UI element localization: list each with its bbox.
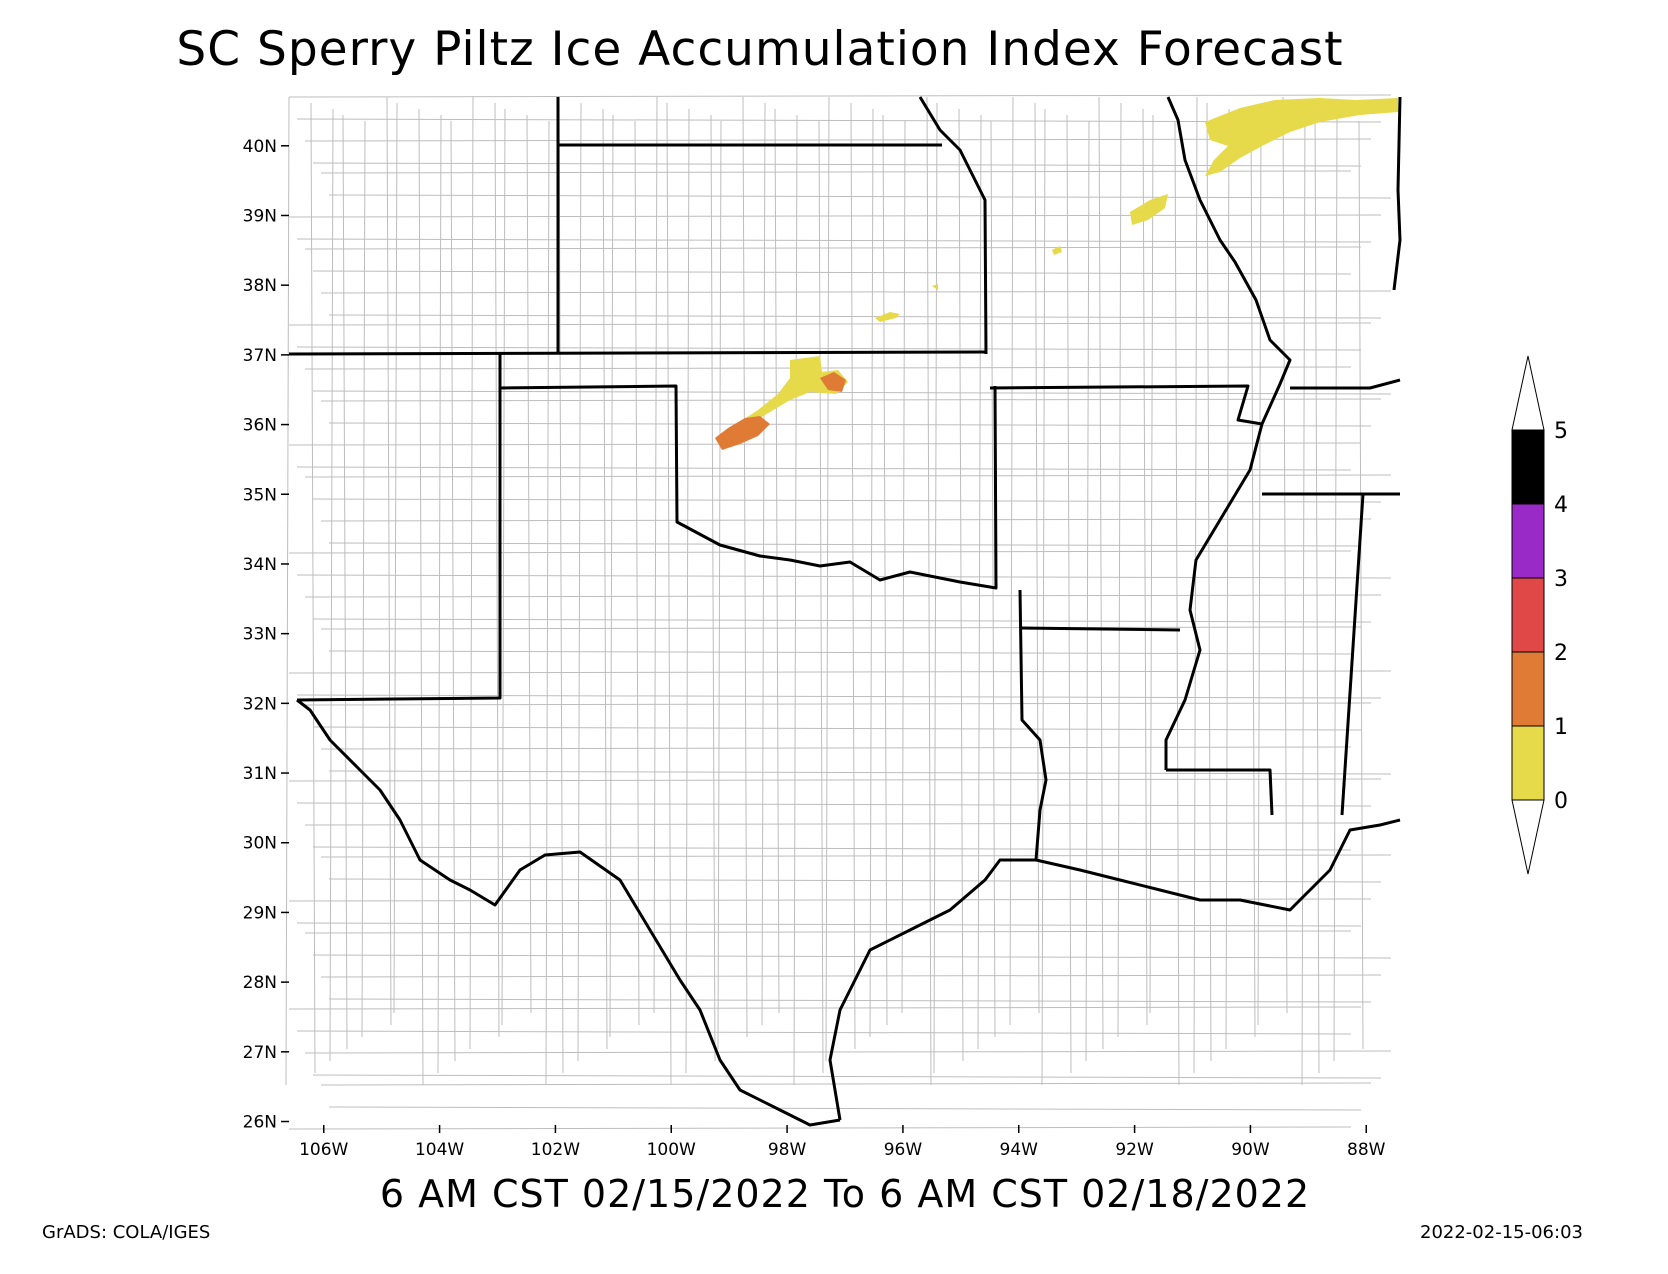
lat-tick-label: 37N — [243, 346, 277, 366]
ice-area-illinois — [1205, 98, 1398, 176]
lon-tick-label: 90W — [1231, 1140, 1270, 1160]
colorbar: 0 1 2 3 4 5 — [1511, 355, 1568, 875]
ice-area-kansas-speck2 — [932, 284, 938, 290]
ice-area-missouri — [1130, 194, 1168, 225]
state-borders — [288, 96, 1402, 1127]
colorbar-segment — [1511, 577, 1545, 653]
colorbar-label: 2 — [1554, 641, 1568, 666]
ice-accumulation-areas — [715, 98, 1398, 450]
border-ms-al — [1340, 493, 1365, 816]
lon-tick-label: 104W — [415, 1140, 464, 1160]
lat-tick-label: 32N — [243, 694, 277, 714]
border-ks-mo — [918, 96, 988, 355]
lon-tick-label: 94W — [1000, 1140, 1039, 1160]
border-ok-panhandle — [499, 384, 998, 590]
lat-tick-label: 39N — [243, 206, 277, 226]
valid-period: 6 AM CST 02/15/2022 To 6 AM CST 02/18/20… — [379, 1172, 1311, 1216]
colorbar-label: 5 — [1554, 419, 1568, 444]
lon-tick-label: 100W — [647, 1140, 696, 1160]
lat-tick-label: 34N — [243, 555, 277, 575]
lon-tick-label: 106W — [299, 1140, 348, 1160]
lon-tick-label: 98W — [768, 1140, 807, 1160]
lat-tick-label: 35N — [243, 485, 277, 505]
grads-credit: GrADS: COLA/IGES — [42, 1222, 211, 1243]
border-gulf-coast — [828, 818, 1401, 1121]
lat-tick-label: 27N — [243, 1043, 277, 1063]
ice-area-oklahoma-orange2 — [820, 372, 846, 392]
border-nm-ok-tx — [296, 354, 502, 702]
border-tx-la — [1018, 589, 1048, 861]
lat-tick-label: 38N — [243, 276, 277, 296]
border-la-ms — [1166, 768, 1274, 816]
colorbar-segment — [1511, 651, 1545, 727]
colorbar-label: 1 — [1554, 715, 1568, 740]
lat-tick-label: 40N — [243, 137, 277, 157]
lon-tick-label: 92W — [1115, 1140, 1154, 1160]
lon-tick-label: 88W — [1347, 1140, 1386, 1160]
border-ar-la — [1019, 626, 1181, 632]
border-tx-mexico — [296, 698, 841, 1127]
border-mo-ar — [989, 384, 1263, 426]
colorbar-label: 4 — [1554, 493, 1568, 518]
land-background — [289, 97, 1401, 1125]
longitude-axis: 106W 104W 102W 100W 98W 96W 94W 92W 90W 88W — [299, 1125, 1386, 1160]
lat-tick-label: 26N — [243, 1113, 277, 1133]
border-tn-ky — [1290, 378, 1401, 390]
lon-tick-label: 96W — [884, 1140, 923, 1160]
colorbar-segment — [1511, 429, 1545, 505]
lat-tick-label: 30N — [243, 834, 277, 854]
lat-tick-label: 33N — [243, 625, 277, 645]
lat-tick-label: 28N — [243, 973, 277, 993]
timestamp: 2022-02-15-06:03 — [1420, 1222, 1583, 1243]
chart-title: SC Sperry Piltz Ice Accumulation Index F… — [176, 22, 1344, 77]
colorbar-segment — [1511, 725, 1545, 801]
lat-tick-label: 36N — [243, 416, 277, 436]
colorbar-segment — [1511, 503, 1545, 579]
colorbar-label: 0 — [1554, 789, 1568, 814]
ice-area-missouri-small — [1052, 246, 1062, 255]
lat-tick-label: 31N — [243, 764, 277, 784]
colorbar-max-arrow — [1511, 355, 1545, 431]
latitude-axis: 26N 27N 28N 29N 30N 31N 32N 33N 34N 35N 36N 37N 38N 3… — [243, 137, 289, 1133]
border-il-in — [1392, 96, 1402, 291]
border-mississippi-river — [1164, 96, 1292, 770]
lon-tick-label: 102W — [531, 1140, 580, 1160]
lat-tick-label: 29N — [243, 903, 277, 923]
border-ks-ok — [288, 350, 987, 356]
ice-area-oklahoma-orange — [715, 416, 770, 450]
colorbar-label: 3 — [1554, 567, 1568, 592]
colorbar-min-arrow — [1511, 799, 1545, 875]
ice-area-kansas-speck — [875, 312, 900, 322]
